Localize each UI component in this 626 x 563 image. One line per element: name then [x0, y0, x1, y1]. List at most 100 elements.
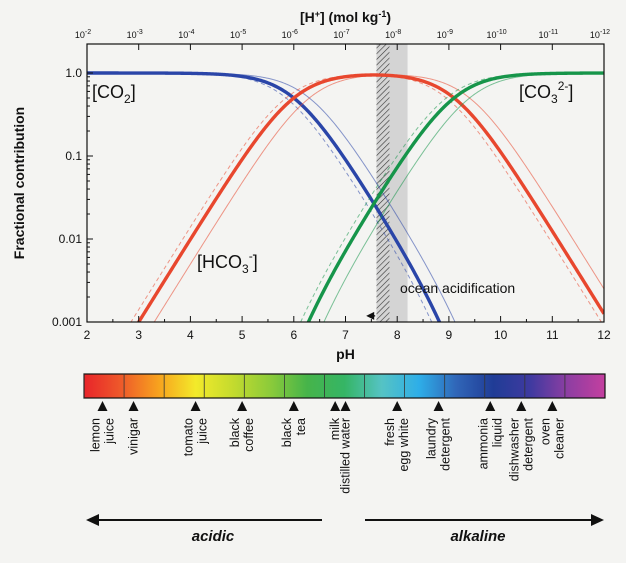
top-tick-label: 10-11: [538, 29, 558, 40]
top-tick-exp: -6: [292, 29, 298, 36]
species-label-main: [CO: [519, 82, 551, 102]
top-tick-label: 10-5: [230, 29, 246, 40]
species-label-close: ]: [568, 82, 573, 102]
species-label-CO2: [CO2]: [92, 82, 136, 106]
top-tick-label: 10-3: [127, 29, 143, 40]
x-tick-label: 9: [446, 328, 453, 342]
substance-marker: [433, 401, 444, 411]
top-tick-base: 10: [75, 30, 85, 40]
x-tick-label: 12: [597, 328, 611, 342]
substance-label: milk: [328, 417, 342, 440]
substance-label: dishwasher: [507, 418, 521, 481]
species-label-sub: 3: [242, 262, 249, 276]
substance-label: black: [280, 417, 294, 447]
substance-marker: [288, 401, 299, 411]
x-tick-label: 8: [394, 328, 401, 342]
ocean-ph-band-hatched: [376, 44, 390, 322]
top-tick-label: 10-9: [437, 29, 453, 40]
substance-marker: [97, 401, 108, 411]
x-axis-title: pH: [336, 346, 355, 362]
y-tick-label: 0.1: [65, 149, 82, 163]
substance-label: lemon: [89, 418, 103, 452]
substance-marker: [547, 401, 558, 411]
top-tick-label: 10-10: [487, 29, 507, 40]
x-tick-label: 10: [494, 328, 508, 342]
species-label-close: ]: [131, 82, 136, 102]
top-tick-exp: -12: [600, 29, 610, 36]
x-tick-label: 7: [342, 328, 349, 342]
species-label-close: ]: [253, 252, 258, 272]
series-CO2-line: [87, 71, 442, 322]
top-tick-exp: -11: [549, 29, 559, 36]
substance-marker: [516, 401, 527, 411]
top-tick-base: 10: [178, 30, 188, 40]
substance-label: juice: [196, 418, 210, 445]
curves-group: [87, 71, 604, 322]
top-axis-title-a: [H: [300, 9, 315, 25]
top-tick-base: 10: [487, 30, 497, 40]
series-HCO3--line: [136, 73, 604, 322]
top-tick-exp: -7: [343, 29, 349, 36]
x-tick-label: 3: [135, 328, 142, 342]
substance-label: liquid: [490, 418, 504, 447]
substance-marker: [330, 401, 341, 411]
top-tick-exp: -2: [85, 29, 91, 36]
top-tick-base: 10: [127, 30, 137, 40]
alkaline-arrowhead: [591, 514, 604, 526]
x-tick-label: 6: [290, 328, 297, 342]
y-tick-label: 1.0: [65, 66, 82, 80]
substance-label: detergent: [439, 417, 453, 470]
series-HCO3--variant-1: [130, 74, 602, 322]
substance-label: oven: [538, 418, 552, 445]
y-tick-label: 0.01: [59, 232, 83, 246]
substance-marker: [128, 401, 139, 411]
substance-label: fresh: [383, 418, 397, 446]
top-tick-exp: -8: [395, 29, 401, 36]
substance-label: black: [228, 417, 242, 447]
substance-marker: [340, 401, 351, 411]
top-tick-label: 10-4: [178, 29, 194, 40]
top-tick-base: 10: [230, 30, 240, 40]
top-tick-exp: -9: [447, 29, 453, 36]
top-tick-base: 10: [282, 30, 292, 40]
substance-label: coffee: [242, 418, 256, 452]
substance-marker: [392, 401, 403, 411]
substance-label: tomato: [182, 418, 196, 456]
top-tick-base: 10: [437, 30, 447, 40]
substance-label: ammonia: [476, 418, 490, 469]
substance-label: egg white: [397, 418, 411, 472]
top-tick-exp: -4: [188, 29, 194, 36]
series-CO3 2--line: [306, 71, 604, 322]
species-label-sup: -: [249, 249, 253, 263]
y-axis-title: Fractional contribution: [11, 107, 27, 259]
species-label-sub: 2: [124, 92, 131, 106]
top-tick-label: 10-8: [385, 29, 401, 40]
species-label-HCO3-: [HCO3-]: [197, 249, 258, 276]
substance-marker: [237, 401, 248, 411]
substance-marker: [485, 401, 496, 411]
ocean-acidification-arrowhead: [366, 311, 375, 320]
substance-label: vinigar: [127, 418, 141, 455]
top-axis-title-c: ): [386, 9, 391, 25]
species-label-main: [HCO: [197, 252, 242, 272]
top-tick-exp: -5: [240, 29, 246, 36]
ph-color-bar: [83, 373, 606, 399]
top-axis-title-sup2: -1: [378, 9, 386, 19]
substance-label: tea: [294, 418, 308, 435]
substance-marker: [190, 401, 201, 411]
top-tick-label: 10-2: [75, 29, 91, 40]
species-label-main: [CO: [92, 82, 124, 102]
top-axis-title-sup: +: [315, 9, 320, 19]
acidic-arrowhead: [86, 514, 99, 526]
top-tick-base: 10: [538, 30, 548, 40]
substance-label: detergent: [521, 417, 535, 470]
top-tick-label: 10-12: [590, 29, 610, 40]
top-tick-exp: -3: [137, 29, 143, 36]
top-tick-base: 10: [333, 30, 343, 40]
alkaline-label: alkaline: [450, 528, 505, 545]
y-tick-label: 0.001: [52, 315, 82, 329]
substance-label: laundry: [425, 417, 439, 459]
x-tick-label: 11: [546, 328, 559, 342]
